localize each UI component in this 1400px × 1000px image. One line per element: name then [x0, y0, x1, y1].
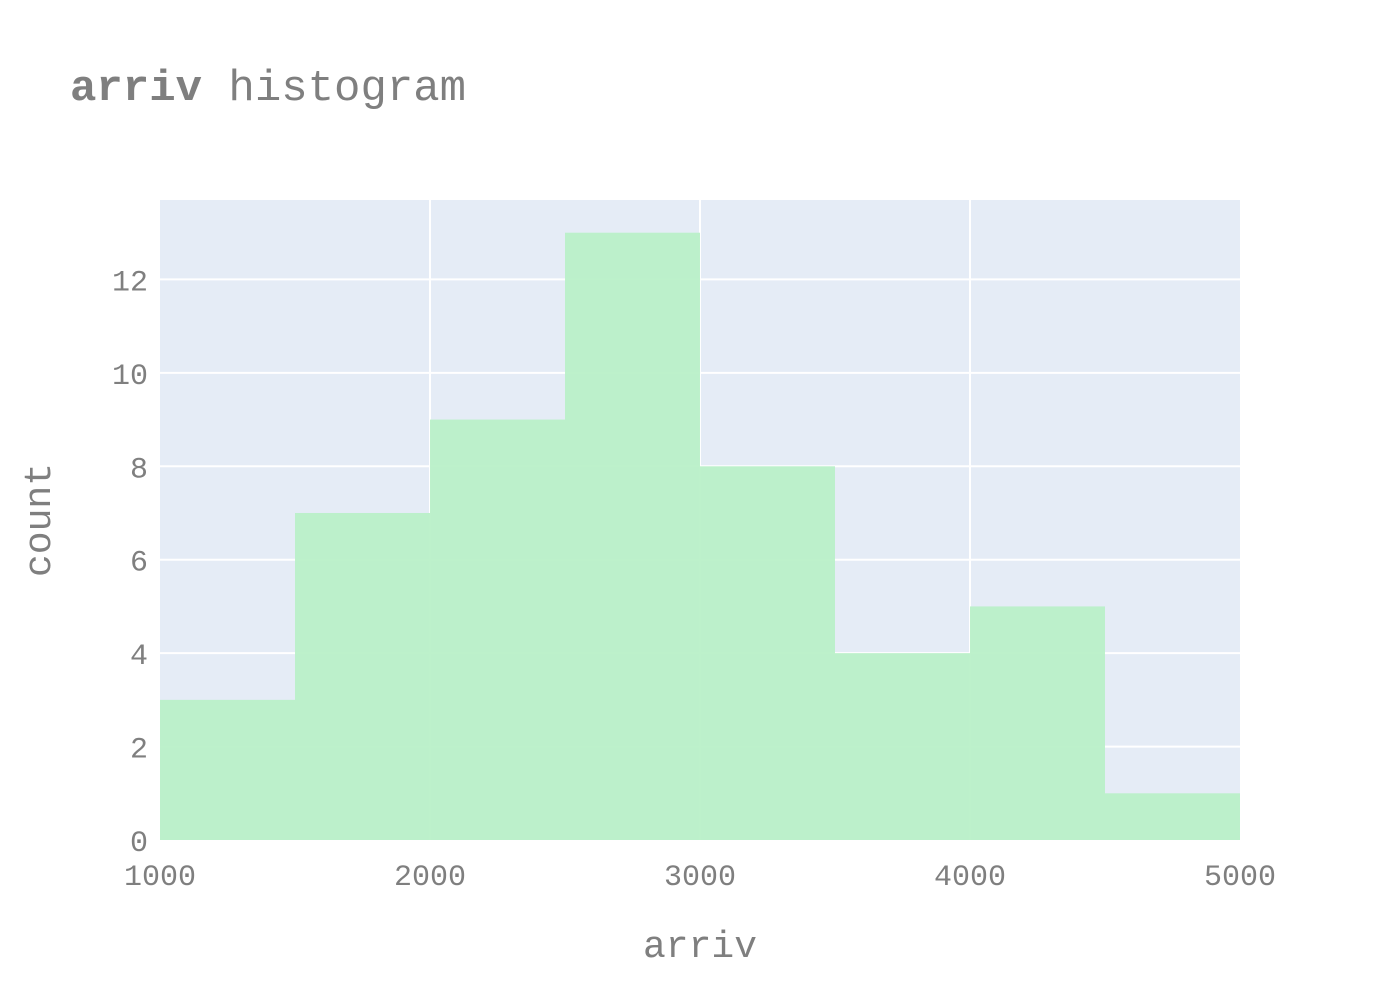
x-tick-label: 1000	[124, 861, 196, 895]
x-axis-title: arriv	[643, 926, 757, 969]
histogram-bar	[835, 653, 970, 840]
x-tick-label: 3000	[664, 861, 736, 895]
histogram-bar	[430, 419, 565, 840]
y-tick-label: 10	[112, 360, 148, 394]
histogram-bar	[970, 606, 1105, 840]
histogram-bar	[160, 699, 295, 840]
y-tick-label: 0	[130, 827, 148, 861]
x-tick-label: 4000	[934, 861, 1006, 895]
x-tick-label: 5000	[1204, 861, 1276, 895]
y-tick-label: 12	[112, 266, 148, 300]
y-tick-label: 8	[130, 453, 148, 487]
chart-title-rest: histogram	[202, 64, 466, 114]
x-axis-ticks: 1000 2000 3000 4000 5000	[124, 861, 1276, 895]
histogram-bars	[160, 232, 1240, 840]
y-axis-ticks: 0 2 4 6 8 10 12	[112, 266, 148, 861]
histogram-bar	[565, 232, 700, 840]
histogram-bar	[295, 512, 430, 840]
chart-title: arriv histogram	[70, 64, 466, 114]
y-tick-label: 2	[130, 734, 148, 768]
x-tick-label: 2000	[394, 861, 466, 895]
y-tick-label: 6	[130, 547, 148, 581]
chart-title-bold: arriv	[70, 64, 202, 114]
histogram-bar	[700, 466, 835, 840]
histogram-bar	[1105, 793, 1240, 840]
y-axis-title: count	[19, 463, 62, 577]
y-tick-label: 4	[130, 640, 148, 674]
